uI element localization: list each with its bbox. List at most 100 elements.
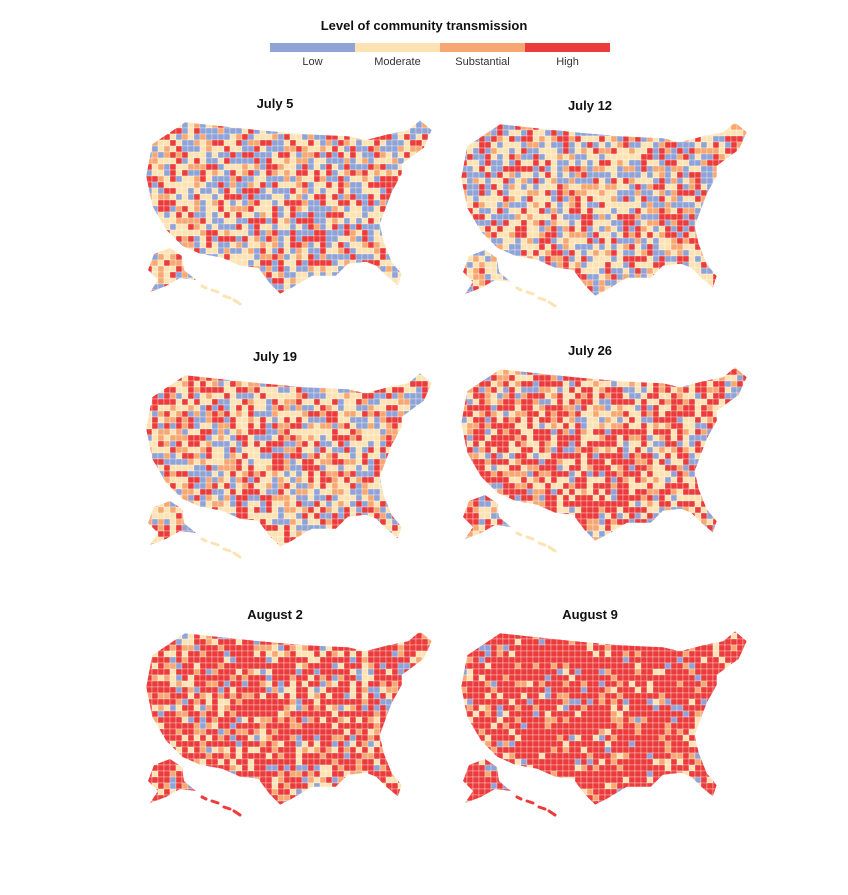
county-cell (260, 314, 266, 316)
county-cell (235, 476, 243, 484)
county-cell (526, 135, 534, 143)
county-cell (434, 188, 440, 194)
county-cell (421, 127, 429, 135)
county-cell (688, 225, 696, 233)
county-cell (737, 316, 743, 318)
county-cell (712, 171, 720, 179)
county-cell (325, 271, 333, 279)
county-cell (356, 549, 362, 555)
county-cell (742, 165, 747, 173)
county-cell (146, 440, 147, 448)
county-cell (520, 201, 528, 209)
county-cell (187, 446, 195, 454)
county-cell (223, 446, 231, 454)
county-cell (283, 127, 291, 135)
county-cell (349, 404, 357, 412)
county-cell (241, 458, 249, 466)
county-cell (526, 189, 534, 197)
county-cell (706, 279, 714, 287)
county-cell (403, 211, 411, 219)
county-cell (247, 121, 255, 129)
county-cell (688, 243, 696, 251)
county-cell (361, 259, 369, 267)
county-cell (706, 249, 714, 257)
county-cell (421, 536, 429, 544)
county-cell (544, 195, 552, 203)
county-cell (409, 217, 417, 225)
county-cell (307, 283, 315, 291)
county-cell (235, 229, 243, 237)
county-cell (415, 217, 423, 225)
county-cell (199, 386, 207, 394)
county-cell (640, 285, 648, 293)
county-cell (502, 141, 510, 149)
county-cell (355, 374, 363, 382)
county-cell (319, 199, 327, 207)
county-cell (271, 440, 279, 448)
county-cell (580, 189, 588, 197)
county-cell (259, 253, 267, 261)
county-cell (367, 542, 375, 547)
county-cell (235, 374, 243, 382)
county-cell (737, 304, 743, 310)
county-cell (514, 219, 522, 227)
county-cell (409, 205, 417, 213)
county-cell (193, 398, 201, 406)
county-cell (422, 296, 428, 302)
county-cell (344, 314, 350, 316)
county-cell (550, 195, 558, 203)
county-cell (397, 223, 405, 231)
county-cell (461, 261, 468, 269)
county-cell (277, 416, 285, 424)
county-cell (211, 265, 219, 273)
county-cell (319, 193, 327, 201)
county-cell (277, 199, 285, 207)
county-cell (331, 133, 339, 141)
county-cell (580, 177, 588, 185)
county-cell (392, 302, 398, 308)
county-cell (472, 147, 480, 155)
county-cell (253, 145, 261, 153)
county-cell (397, 163, 405, 171)
county-cell (670, 189, 678, 197)
county-cell (373, 241, 381, 249)
county-cell (509, 304, 515, 310)
county-cell (338, 308, 344, 314)
county-cell (217, 259, 225, 267)
county-cell (550, 171, 558, 179)
county-cell (247, 120, 255, 123)
county-cell (415, 223, 423, 231)
county-cell (670, 231, 678, 239)
county-cell (272, 302, 278, 308)
county-cell (295, 398, 303, 406)
county-cell (290, 549, 296, 555)
county-cell (712, 165, 720, 173)
county-cell (689, 310, 695, 316)
county-cell (211, 277, 219, 285)
county-cell (410, 549, 416, 555)
county-cell (592, 279, 600, 287)
county-cell (169, 277, 177, 285)
county-cell (410, 314, 416, 316)
county-cell (592, 273, 600, 281)
county-cell (277, 422, 285, 430)
county-cell (385, 229, 393, 237)
county-cell (163, 422, 171, 430)
county-cell (544, 135, 552, 143)
county-cell (373, 476, 381, 484)
county-cell (403, 247, 411, 255)
county-cell (313, 518, 321, 526)
county-cell (326, 314, 332, 316)
county-cell (325, 193, 333, 201)
county-cell (265, 434, 273, 442)
county-cell (241, 530, 249, 538)
county-cell (169, 259, 177, 267)
county-cell (379, 380, 387, 388)
county-cell (574, 243, 582, 251)
county-cell (385, 416, 393, 424)
county-cell (176, 549, 182, 555)
county-cell (235, 199, 243, 207)
county-cell (640, 249, 648, 257)
county-cell (283, 187, 291, 195)
county-cell (622, 207, 630, 215)
